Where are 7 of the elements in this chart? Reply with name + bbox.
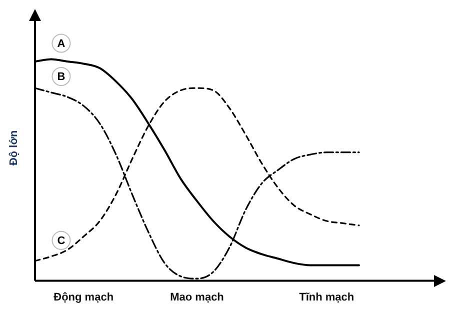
x-tick-label: Mao mạch bbox=[170, 291, 224, 304]
x-tick-label: Tĩnh mạch bbox=[299, 291, 354, 304]
x-tick-label: Động mạch bbox=[54, 291, 114, 304]
series-label: A bbox=[57, 38, 66, 50]
series-label: C bbox=[57, 234, 66, 247]
series-label: B bbox=[57, 71, 66, 84]
y-axis-title: Độ lớn bbox=[8, 130, 20, 166]
